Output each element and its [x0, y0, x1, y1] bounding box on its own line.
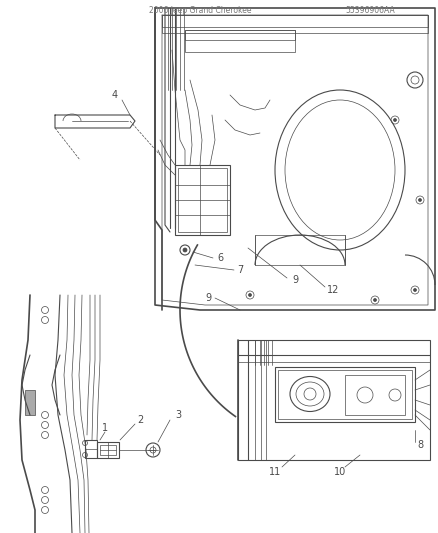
Text: 11: 11 [269, 467, 281, 477]
Text: 55396906AA: 55396906AA [345, 6, 395, 15]
Bar [175, 165, 230, 235]
Text: 10: 10 [334, 467, 346, 477]
Circle shape [413, 288, 417, 292]
Circle shape [418, 198, 421, 201]
Text: 8: 8 [417, 440, 423, 450]
Circle shape [393, 118, 396, 122]
Bar [255, 235, 345, 265]
Text: 1: 1 [102, 423, 108, 433]
Bar [97, 442, 119, 458]
Circle shape [374, 298, 377, 302]
Text: 12: 12 [327, 285, 339, 295]
Bar [178, 168, 227, 232]
Text: 7: 7 [237, 265, 243, 275]
Bar [185, 30, 295, 52]
Text: 2: 2 [137, 415, 143, 425]
Bar [275, 367, 415, 422]
Text: 2006 Jeep Grand Cherokee: 2006 Jeep Grand Cherokee [149, 6, 251, 15]
Bar [238, 340, 430, 460]
Text: 9: 9 [205, 293, 211, 303]
Bar [278, 370, 412, 419]
Bar [85, 440, 97, 458]
Bar [162, 15, 428, 33]
Bar [100, 445, 116, 455]
Text: 4: 4 [112, 90, 118, 100]
Text: 6: 6 [217, 253, 223, 263]
Circle shape [183, 248, 187, 252]
Bar [185, 30, 295, 40]
Bar [25, 390, 35, 415]
Circle shape [248, 294, 251, 296]
Text: 3: 3 [175, 410, 181, 420]
Bar [345, 375, 405, 415]
Text: 9: 9 [292, 275, 298, 285]
Bar [162, 15, 428, 27]
